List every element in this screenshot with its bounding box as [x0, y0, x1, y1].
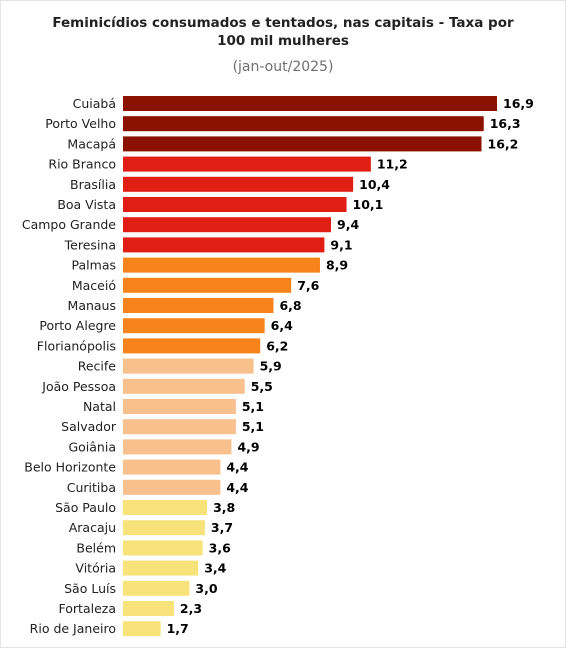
value-label: 3,8: [213, 500, 235, 515]
bar[interactable]: [123, 217, 332, 233]
value-label: 16,9: [503, 96, 534, 111]
bar[interactable]: [123, 358, 254, 374]
bar[interactable]: [123, 580, 190, 596]
bar[interactable]: [123, 399, 236, 414]
value-label: 3,6: [209, 540, 231, 555]
value-label: 10,4: [359, 177, 390, 192]
category-label: Belém: [76, 540, 116, 555]
chart-subtitle: (jan-out/2025): [232, 59, 334, 75]
value-label: 16,3: [490, 116, 521, 131]
category-label: Rio de Janeiro: [30, 621, 116, 636]
value-label: 5,1: [242, 419, 264, 434]
bar[interactable]: [123, 338, 261, 354]
value-label: 4,9: [237, 439, 259, 454]
value-label: 16,2: [488, 136, 519, 151]
category-label: Maceió: [72, 278, 116, 293]
value-label: 8,9: [326, 258, 348, 273]
value-label: 9,1: [330, 237, 352, 252]
chart-title: Feminicídios consumados e tentados, nas …: [52, 15, 514, 49]
category-label: Salvador: [61, 419, 117, 434]
value-label: 6,8: [279, 298, 301, 313]
category-label: João Pessoa: [41, 379, 116, 394]
value-label: 1,7: [167, 621, 189, 636]
category-label: Palmas: [72, 258, 116, 273]
value-label: 7,6: [297, 278, 319, 293]
value-label: 3,0: [195, 581, 217, 596]
category-label: São Paulo: [55, 500, 116, 515]
category-label: São Luís: [64, 581, 116, 596]
bar[interactable]: [123, 156, 371, 172]
value-label: 3,4: [204, 561, 226, 576]
value-label: 6,4: [271, 318, 293, 333]
bar[interactable]: [123, 560, 199, 576]
category-label: Goiânia: [68, 439, 116, 454]
bar[interactable]: [123, 237, 325, 253]
bar[interactable]: [123, 116, 484, 132]
value-label: 2,3: [180, 601, 202, 616]
value-label: 5,9: [260, 359, 282, 374]
bar[interactable]: [123, 540, 203, 556]
bar[interactable]: [123, 298, 274, 313]
bar[interactable]: [123, 176, 354, 192]
category-label: Porto Alegre: [39, 318, 116, 333]
value-label: 10,1: [353, 197, 384, 212]
bar[interactable]: [123, 136, 482, 152]
category-label: Aracaju: [69, 520, 116, 535]
value-label: 5,5: [251, 379, 273, 394]
bar[interactable]: [123, 318, 265, 334]
bar[interactable]: [123, 459, 221, 475]
bar[interactable]: [123, 277, 292, 293]
category-label: Teresina: [64, 237, 116, 252]
bar[interactable]: [123, 601, 174, 616]
value-label: 4,4: [226, 480, 248, 495]
category-label: Natal: [83, 399, 116, 414]
category-label: Cuiabá: [73, 96, 116, 111]
bar[interactable]: [123, 479, 221, 495]
value-label: 3,7: [211, 520, 233, 535]
value-label: 9,4: [337, 217, 359, 232]
value-label: 6,2: [266, 338, 288, 353]
category-label: Florianópolis: [37, 338, 116, 353]
category-label: Boa Vista: [57, 197, 116, 212]
category-label: Rio Branco: [48, 157, 116, 172]
bar[interactable]: [123, 96, 497, 111]
value-label: 5,1: [242, 399, 264, 414]
category-label: Manaus: [68, 298, 116, 313]
bar[interactable]: [123, 419, 236, 435]
bar[interactable]: [123, 378, 245, 394]
bar[interactable]: [123, 257, 320, 273]
value-label: 11,2: [377, 157, 408, 172]
bar[interactable]: [123, 439, 232, 455]
bar[interactable]: [123, 197, 347, 212]
category-label: Belo Horizonte: [24, 460, 116, 475]
category-label: Campo Grande: [22, 217, 116, 232]
category-label: Fortaleza: [59, 601, 116, 616]
bar[interactable]: [123, 500, 208, 515]
category-label: Macapá: [67, 136, 116, 151]
category-label: Porto Velho: [45, 116, 116, 131]
category-label: Recife: [78, 359, 117, 374]
value-label: 4,4: [226, 460, 248, 475]
bar[interactable]: [123, 520, 205, 536]
bar[interactable]: [123, 621, 161, 637]
category-label: Brasília: [70, 177, 116, 192]
category-label: Curitiba: [67, 480, 116, 495]
category-label: Vitória: [75, 561, 116, 576]
